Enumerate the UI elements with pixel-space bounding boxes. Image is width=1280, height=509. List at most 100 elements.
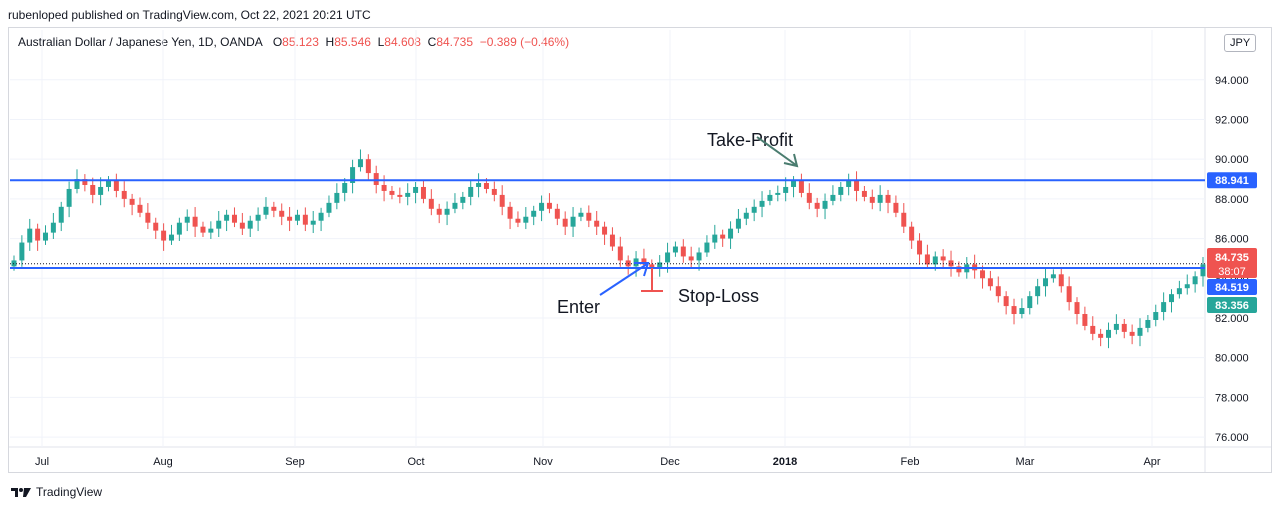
candle-body: [42, 232, 48, 241]
candle-body: [121, 190, 127, 199]
candle-body: [420, 186, 426, 199]
candle-body: [846, 181, 852, 187]
time-tick-label: 2018: [773, 456, 797, 468]
candle-body: [1035, 286, 1041, 297]
price-tags: 88.941 84.735 38:07 84.519 83.356: [1207, 172, 1257, 313]
enter-arrow: [599, 263, 648, 296]
candle-body: [90, 184, 96, 195]
candle-body: [806, 192, 812, 203]
candle-body: [1153, 312, 1159, 320]
candle-body: [696, 252, 702, 261]
candle-body: [1074, 302, 1080, 315]
candle-body: [350, 167, 356, 184]
candle-body: [483, 183, 489, 189]
candle-body: [783, 186, 789, 193]
candle-body: [578, 212, 584, 217]
candle-body: [216, 220, 222, 229]
candle-body: [956, 266, 962, 273]
candle-body: [641, 258, 647, 265]
open-label: O: [272, 35, 283, 49]
candle-body: [287, 216, 293, 221]
candle-body: [798, 181, 804, 193]
candle-body: [428, 198, 434, 209]
candle-body: [688, 256, 694, 261]
candle-body: [82, 179, 88, 185]
candle-body: [74, 179, 80, 189]
price-tick-label: 90.000: [1215, 154, 1249, 166]
tradingview-footer[interactable]: TradingView: [10, 485, 102, 499]
candle-body: [137, 204, 143, 213]
candle-body: [200, 226, 206, 233]
candle-body: [1184, 284, 1190, 289]
candle-body: [909, 226, 915, 241]
close-label: C: [427, 35, 437, 49]
tradingview-brand: TradingView: [36, 485, 103, 499]
candle-body: [373, 173, 379, 185]
candle-body: [861, 190, 867, 197]
candle-body: [460, 196, 466, 203]
candle-body: [515, 218, 521, 223]
candle-body: [1161, 302, 1167, 313]
candle-body: [672, 246, 678, 253]
price-tick-label: 82.000: [1215, 313, 1249, 325]
candle-body: [657, 262, 663, 269]
candle-body: [1082, 314, 1088, 326]
candle-body: [539, 202, 545, 211]
candle-body: [334, 192, 340, 203]
candle-body: [594, 220, 600, 227]
candle-body: [987, 278, 993, 287]
candle-body: [405, 192, 411, 197]
candle-body: [712, 234, 718, 243]
last-price-tag-bg: [1207, 248, 1257, 278]
resistance-price-tag-bg: [1207, 172, 1257, 189]
high-value: 85.546: [334, 35, 371, 49]
candle-body: [1129, 331, 1135, 336]
candle-body: [444, 208, 450, 215]
time-axis: Jul Aug Sep Oct Nov Dec 2018 Feb Mar Apr: [35, 456, 1161, 468]
time-tick-label: Apr: [1143, 456, 1160, 468]
candle-body: [869, 196, 875, 203]
grid-lines: [9, 28, 1271, 472]
time-tick-label: Jul: [35, 456, 49, 468]
candle-body: [704, 242, 710, 253]
candle-body: [885, 194, 891, 203]
candle-body: [1169, 294, 1175, 303]
time-tick-label: Oct: [407, 456, 424, 468]
candle-body: [570, 216, 576, 227]
candle-body: [105, 181, 111, 187]
candle-body: [948, 260, 954, 267]
candle-body: [192, 216, 198, 227]
price-tick-label: 80.000: [1215, 353, 1249, 365]
candle-body: [342, 183, 348, 193]
support-price-tag-bg: [1207, 279, 1257, 295]
candle-body: [854, 181, 860, 191]
candle-body: [728, 228, 734, 239]
candle-body: [838, 186, 844, 195]
candle-body: [365, 159, 371, 174]
candle-body: [231, 214, 237, 223]
candle-body: [1200, 264, 1206, 277]
candle-body: [381, 184, 387, 191]
open-value: 85.123: [282, 35, 319, 49]
candle-body: [397, 194, 403, 197]
publisher-line: rubenloped published on TradingView.com,…: [8, 8, 371, 22]
candle-body: [310, 220, 316, 225]
candle-body: [586, 212, 592, 221]
candle-body: [917, 240, 923, 255]
candle-body: [665, 252, 671, 263]
candle-body: [1019, 308, 1025, 315]
symbol-name: Australian Dollar / Japanese Yen, 1D, OA…: [18, 35, 263, 49]
candle-body: [531, 210, 537, 217]
low-label: L: [377, 35, 385, 49]
candle-body: [609, 234, 615, 247]
candle-body: [901, 212, 907, 227]
time-tick-label: Feb: [901, 456, 920, 468]
chart-frame[interactable]: [8, 27, 1272, 473]
candle-body: [830, 194, 836, 201]
candle-body: [523, 216, 529, 223]
candle-body: [153, 222, 159, 231]
candle-body: [468, 186, 474, 197]
currency-button[interactable]: JPY: [1224, 34, 1257, 52]
countdown-tag: 38:07: [1218, 266, 1246, 278]
